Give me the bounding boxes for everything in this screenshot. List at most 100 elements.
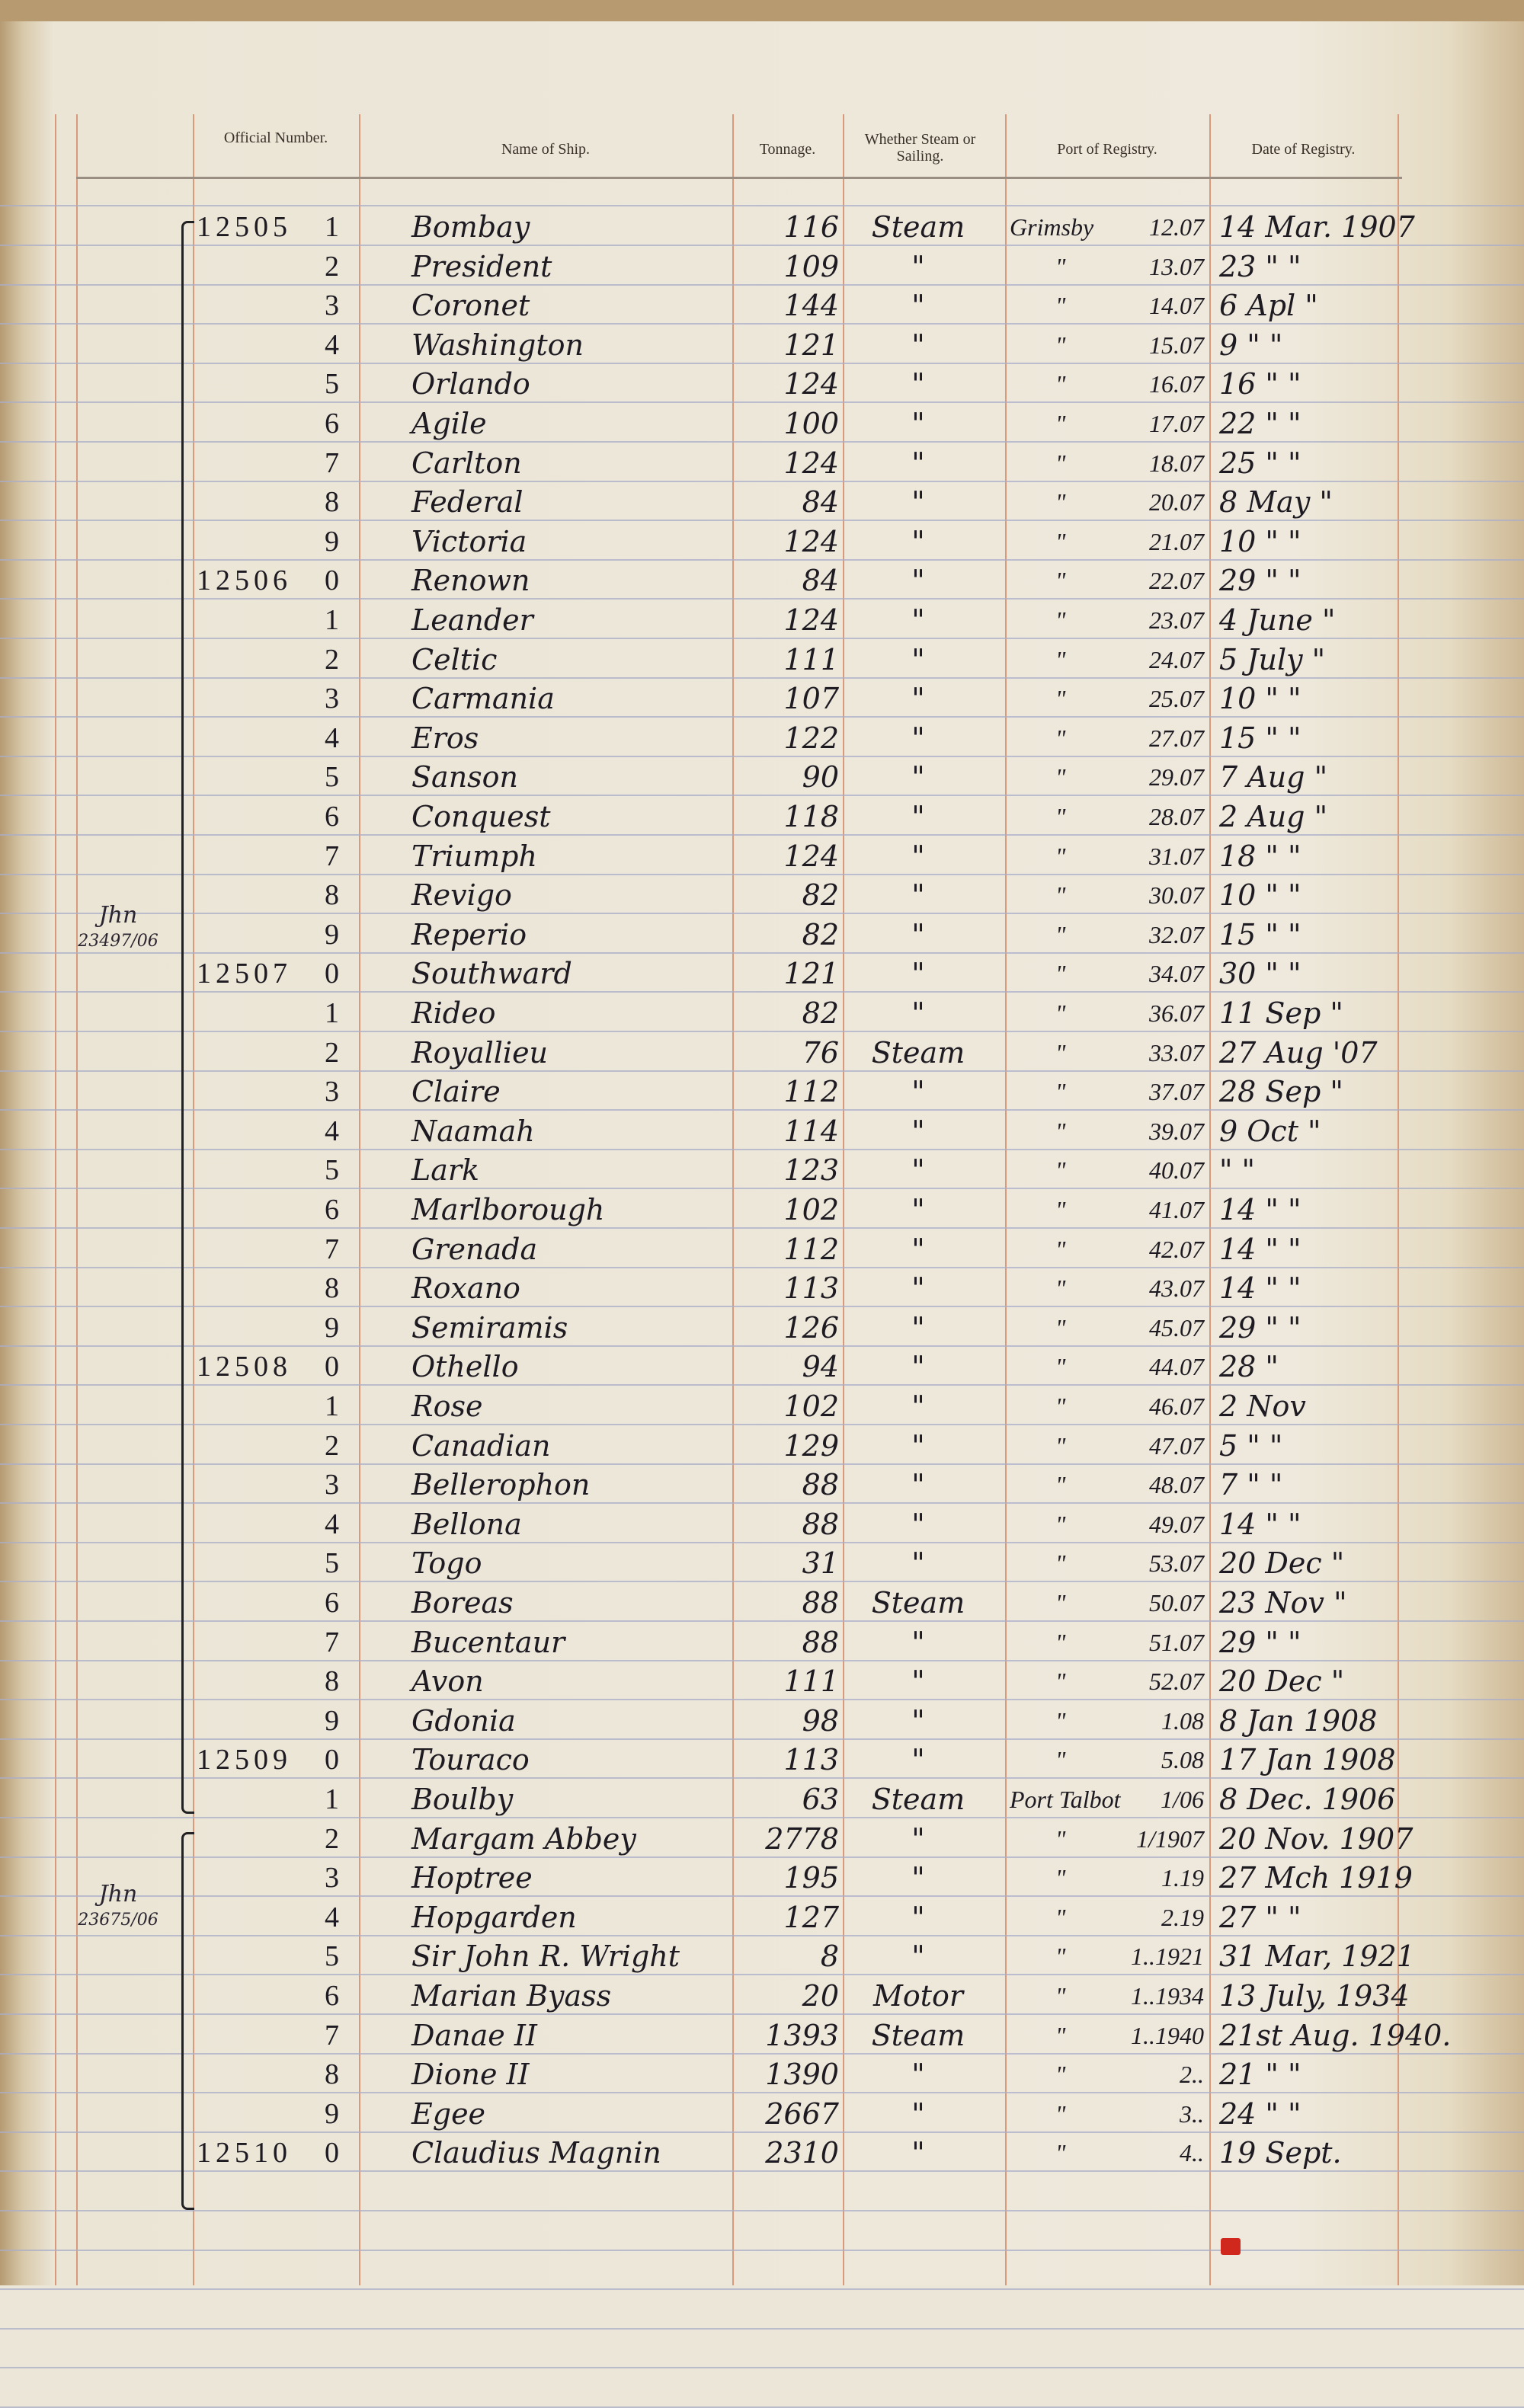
official-number-digit: 4 [325,1114,339,1147]
official-number-digit: 4 [325,328,339,361]
official-number-digit: 9 [325,1704,339,1737]
ruled-line [0,480,1524,482]
tonnage: 88 [802,1586,839,1620]
ship-name: Sir John R. Wright [411,1940,680,1974]
steam-or-sailing: " [911,1900,925,1934]
official-number-digit: 8 [325,1665,339,1698]
ruled-line [0,441,1524,443]
ruled-line [0,2327,1524,2330]
ship-name: Othello [411,1350,519,1384]
port-of-registry: " [1055,1431,1066,1460]
port-number: 32.07 [1149,920,1204,948]
date-of-registry: 5 " " [1219,1428,1283,1463]
ship-name: Hopgarden [411,1900,577,1934]
date-of-registry: 8 Jan 1908 [1219,1703,1378,1738]
margin-note: Jhn 23675/06 [76,1882,160,1933]
official-number-digit: 7 [325,839,339,872]
port-number: 1/06 [1161,1786,1204,1813]
ruled-line [0,2249,1524,2251]
official-number-digit: 0 [325,2137,339,2170]
official-number-digit: 1 [325,1783,339,1815]
ship-name: Semiramis [411,1310,568,1345]
ruled-line [0,834,1524,836]
port-number: 49.07 [1149,1510,1204,1538]
ruled-line [0,2210,1524,2211]
steam-or-sailing: " [911,1075,925,1109]
port-of-registry: " [1055,1235,1066,1263]
port-of-registry: " [1055,685,1066,713]
ship-name: Reperio [411,917,527,951]
tonnage: 90 [802,760,839,795]
official-number-digit: 1 [325,211,339,243]
ship-name: Lark [411,1153,480,1188]
tonnage: 113 [783,1743,839,1777]
port-of-registry: " [1055,331,1066,359]
port-number: 28.07 [1149,803,1204,830]
port-of-registry: " [1055,1156,1066,1185]
ship-name: Washington [411,328,584,362]
ship-name: Rose [411,1389,483,1423]
port-number: 25.07 [1149,685,1204,713]
ruled-line [0,245,1524,246]
ship-name: Carlton [411,446,522,480]
date-of-registry: 10 " " [1219,878,1301,913]
ruled-line [0,1266,1524,1268]
header-official-number: Official Number. [223,130,328,146]
steam-or-sailing: " [911,2058,925,2092]
date-of-registry: 2 Nov [1219,1389,1306,1423]
tonnage: 118 [783,800,839,833]
tonnage: 2778 [765,1821,839,1856]
official-number-digit: 8 [325,879,339,912]
date-of-registry: 14 Mar. 1907 [1219,210,1415,244]
port-number: 1/1907 [1136,1824,1204,1853]
steam-or-sailing: " [911,1664,925,1699]
column-rule [1005,114,1007,2285]
margin-rule [76,114,78,2285]
ruled-line [0,1070,1524,1072]
official-number-digit: 6 [325,408,339,440]
port-of-registry: " [1055,410,1066,437]
ruled-line [0,755,1524,757]
port-of-registry: " [1055,1549,1066,1578]
ship-name: Grenada [411,1232,538,1266]
tonnage: 31 [802,1546,839,1581]
ruled-line [0,1502,1524,1505]
ship-name: President [411,249,552,283]
ruled-line [0,598,1524,600]
steam-or-sailing: " [911,721,925,755]
ruled-line [0,1541,1524,1543]
ship-name: Agile [411,407,487,440]
port-of-registry: " [1055,999,1066,1027]
header-date-of-registry: Date of Registry. [1251,141,1356,158]
tonnage: 144 [783,289,839,323]
steam-or-sailing: " [911,1153,925,1188]
official-number-digit: 6 [325,801,339,833]
ruled-line [0,1620,1524,1622]
official-number: 12507 [197,958,292,990]
steam-or-sailing: " [911,603,925,637]
ruled-line [0,1895,1524,1898]
tonnage: 88 [802,1507,839,1541]
column-rule [843,114,844,2285]
tonnage: 116 [783,210,839,244]
port-number: 36.07 [1149,999,1204,1027]
port-of-registry: " [1055,1746,1066,1774]
port-number: 14.07 [1149,292,1204,320]
ruled-line [0,1306,1524,1308]
steam-or-sailing: Steam [871,1783,965,1816]
port-of-registry: " [1055,803,1066,830]
ship-name: Boulby [411,1783,514,1816]
port-number: 46.07 [1149,1393,1204,1420]
port-number: 42.07 [1149,1235,1204,1263]
ruled-line [0,1384,1524,1386]
date-of-registry: 20 Dec " [1219,1546,1345,1581]
header-rule [76,177,1402,179]
date-of-registry: 8 May " [1219,485,1333,520]
red-seal-mark [1221,2238,1241,2255]
official-number-digit: 5 [325,1547,339,1580]
ruled-line [0,638,1524,639]
steam-or-sailing: " [911,917,925,951]
tonnage: 88 [802,1468,839,1502]
date-of-registry: 19 Sept. [1219,2136,1342,2170]
ship-name: Dione II [411,2058,530,2092]
